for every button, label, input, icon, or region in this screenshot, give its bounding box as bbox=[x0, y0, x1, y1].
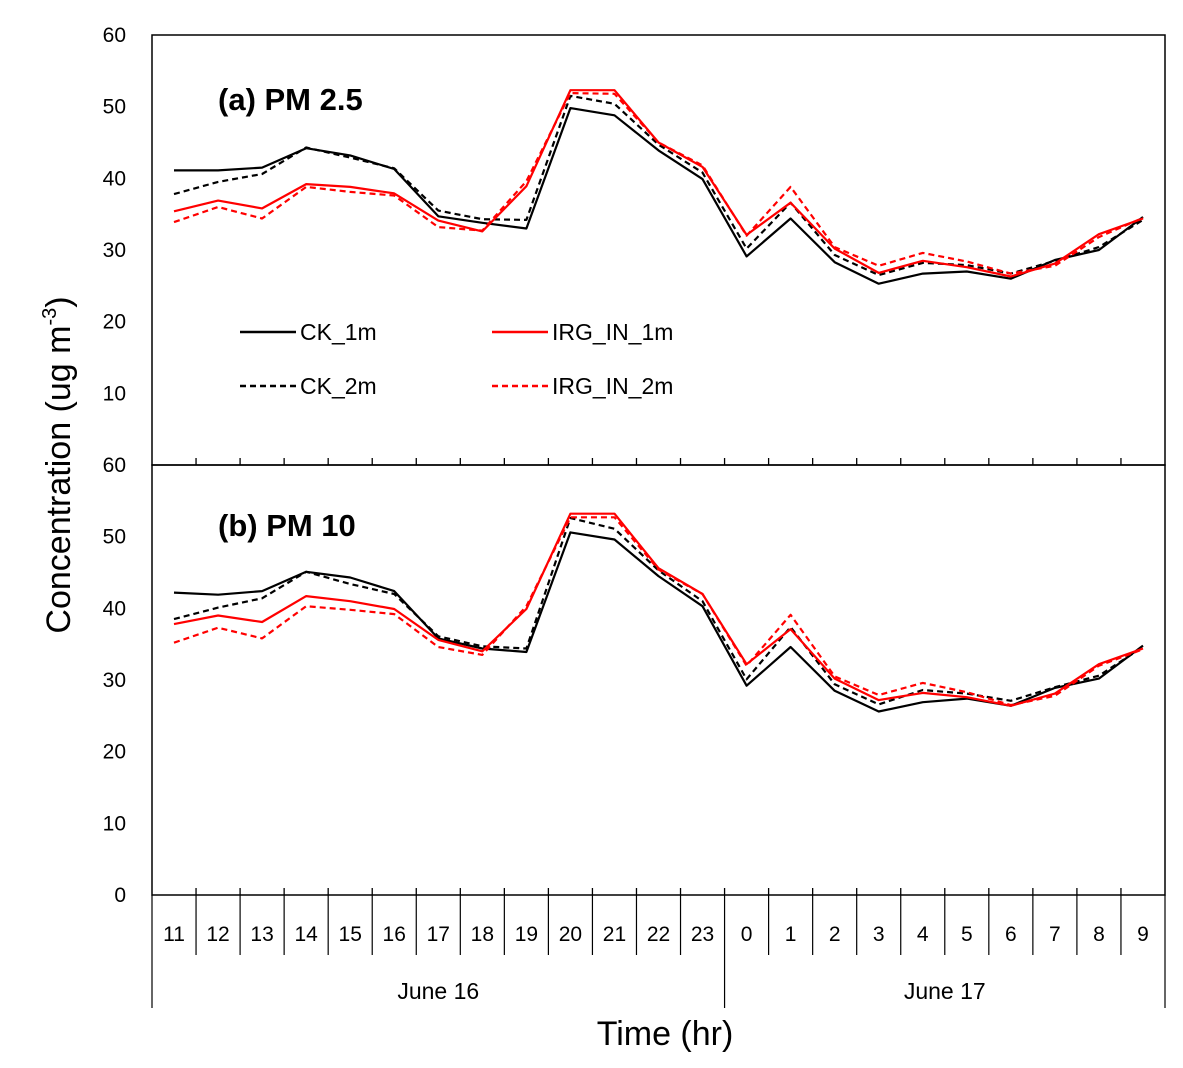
y-tick-label: 40 bbox=[103, 167, 126, 190]
x-tick-label: 7 bbox=[1049, 923, 1061, 946]
x-axis: 11 12 13 14 15 16 17 18 19 20 21 22 23 0 1 2 3 4 5 6 7 8 9June… bbox=[151, 895, 1166, 1008]
x-group-label: June 17 bbox=[904, 978, 986, 1004]
x-tick-label: 21 bbox=[603, 923, 626, 946]
legend-label: IRG_IN_2m bbox=[552, 373, 673, 399]
y-tick-label: 50 bbox=[103, 96, 126, 119]
panel-pm25: 60 50 40 30 20 10 (a) PM 2.5 bbox=[103, 24, 1166, 466]
x-tick-label: 6 bbox=[1005, 923, 1017, 946]
y-tick-label: 30 bbox=[103, 669, 126, 692]
x-tick-label: 5 bbox=[961, 923, 973, 946]
y-tick-label: 60 bbox=[103, 24, 126, 47]
x-tick-label: 9 bbox=[1137, 923, 1149, 946]
x-group-label: June 16 bbox=[397, 978, 479, 1004]
x-tick-label: 2 bbox=[829, 923, 841, 946]
x-tick-label: 13 bbox=[250, 923, 273, 946]
legend-label: IRG_IN_1m bbox=[552, 319, 673, 345]
series-line-irg-in-1m bbox=[173, 89, 1144, 278]
x-tick-label: 8 bbox=[1093, 923, 1105, 946]
x-tick-label: 15 bbox=[339, 923, 362, 946]
y-tick-label: 0 bbox=[114, 884, 126, 907]
y-tick-label: 40 bbox=[103, 597, 126, 620]
series-line-ck-1m bbox=[173, 531, 1144, 713]
legend-label: CK_1m bbox=[300, 319, 377, 345]
series-line-ck-2m bbox=[173, 516, 1144, 706]
y-tick-label: 10 bbox=[103, 812, 126, 835]
series-line-ck-2m bbox=[173, 94, 1144, 277]
panel-pm10: 60 50 40 30 20 10 0 (b) PM 10 bbox=[103, 454, 1166, 907]
x-tick-label: 19 bbox=[515, 923, 538, 946]
y-tick-label: 50 bbox=[103, 526, 126, 549]
legend: CK_1m IRG_IN_1m CK_2m IRG_IN_2m bbox=[240, 319, 673, 399]
y-tick-label: 20 bbox=[103, 311, 126, 334]
x-tick-label: 20 bbox=[559, 923, 582, 946]
y-axis-title: Concentration (ug m-3) bbox=[39, 296, 78, 633]
panel-title: (a) PM 2.5 bbox=[218, 82, 363, 117]
x-tick-label: 23 bbox=[691, 923, 714, 946]
series-line-irg-in-2m bbox=[173, 91, 1144, 275]
x-tick-label: 16 bbox=[383, 923, 406, 946]
x-tick-label: 12 bbox=[206, 923, 229, 946]
x-tick-label: 18 bbox=[471, 923, 494, 946]
series-line-irg-in-2m bbox=[173, 516, 1144, 707]
series-line-ck-1m bbox=[174, 106, 1144, 285]
x-tick-label: 3 bbox=[873, 923, 885, 946]
x-tick-label: 1 bbox=[785, 923, 797, 946]
y-tick-label: 30 bbox=[103, 239, 126, 262]
x-tick-label: 0 bbox=[741, 923, 753, 946]
x-tick-label: 17 bbox=[427, 923, 450, 946]
x-tick-label: 14 bbox=[294, 923, 318, 946]
plot-frame bbox=[151, 464, 1166, 896]
panel-title: (b) PM 10 bbox=[218, 508, 356, 543]
x-axis-title: Time (hr) bbox=[597, 1015, 734, 1053]
x-tick-label: 22 bbox=[647, 923, 670, 946]
x-tick-label: 11 bbox=[163, 923, 185, 946]
y-tick-label: 10 bbox=[103, 382, 126, 405]
y-tick-label: 60 bbox=[103, 454, 126, 477]
legend-label: CK_2m bbox=[300, 373, 377, 399]
x-tick-label: 4 bbox=[917, 923, 929, 946]
y-tick-label: 20 bbox=[103, 741, 126, 764]
